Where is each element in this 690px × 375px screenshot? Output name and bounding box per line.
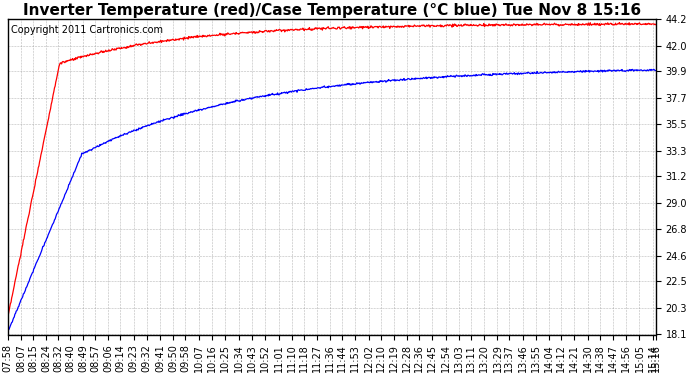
- Text: Copyright 2011 Cartronics.com: Copyright 2011 Cartronics.com: [11, 25, 163, 35]
- Title: Inverter Temperature (red)/Case Temperature (°C blue) Tue Nov 8 15:16: Inverter Temperature (red)/Case Temperat…: [23, 3, 641, 18]
